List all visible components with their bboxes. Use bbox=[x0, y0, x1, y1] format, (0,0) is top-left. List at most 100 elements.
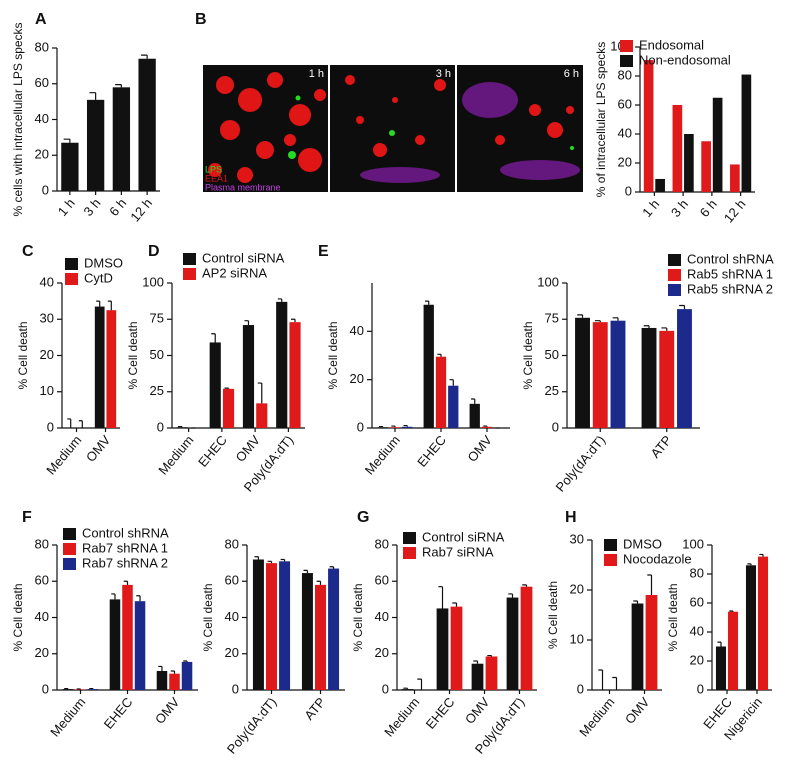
bar bbox=[266, 563, 277, 690]
bar bbox=[481, 426, 493, 428]
time-label: 1 h bbox=[309, 68, 324, 80]
bar bbox=[436, 608, 449, 690]
bar bbox=[645, 595, 658, 690]
bar bbox=[575, 317, 590, 428]
error-bar bbox=[594, 320, 601, 323]
error-bar bbox=[661, 327, 668, 331]
error-bar bbox=[123, 580, 129, 585]
bar bbox=[181, 661, 193, 690]
x-tick-label: OMV bbox=[464, 432, 495, 465]
y-axis-label: % cells with intracellular LPS specks bbox=[11, 22, 25, 216]
error-bar bbox=[89, 92, 97, 100]
y-axis-label: % Cell death bbox=[201, 583, 215, 651]
error-bar bbox=[417, 678, 423, 690]
error-bar bbox=[140, 54, 148, 59]
y-tick-label: 75 bbox=[545, 311, 559, 326]
y-tick-label: 0 bbox=[697, 681, 704, 696]
error-bar bbox=[717, 641, 722, 647]
y-tick-label: 20 bbox=[618, 154, 632, 169]
bar bbox=[377, 427, 388, 428]
error-bar bbox=[277, 298, 283, 302]
error-bar bbox=[598, 669, 604, 690]
bar bbox=[757, 556, 769, 690]
legend-label: DMSO bbox=[623, 536, 662, 551]
error-bar bbox=[391, 425, 396, 428]
bar bbox=[134, 601, 146, 690]
legend-swatch bbox=[403, 532, 416, 544]
error-bar bbox=[729, 610, 734, 612]
bar bbox=[109, 599, 121, 690]
y-axis-label: % Cell death bbox=[126, 321, 140, 389]
y-tick-label: 100 bbox=[537, 274, 559, 289]
error-bar bbox=[224, 387, 230, 389]
error-bar bbox=[89, 687, 94, 690]
bar bbox=[423, 304, 434, 428]
y-axis-label: % Cell death bbox=[16, 321, 30, 389]
panel-letter: A bbox=[35, 11, 47, 28]
x-tick-label: 1 h bbox=[639, 196, 662, 219]
legend-label: Rab7 shRNA 1 bbox=[82, 540, 168, 555]
x-tick-label: OMV bbox=[622, 694, 653, 727]
bar bbox=[315, 584, 326, 690]
y-axis-label: % Cell death bbox=[11, 583, 25, 651]
legend-label: Control shRNA bbox=[82, 525, 169, 540]
bar bbox=[677, 309, 692, 428]
bar bbox=[75, 689, 86, 690]
error-bar bbox=[487, 654, 493, 657]
bar bbox=[715, 646, 727, 690]
legend-label: Rab5 shRNA 1 bbox=[687, 266, 773, 281]
y-tick-label: 20 bbox=[40, 347, 54, 362]
y-tick-label: 40 bbox=[690, 623, 704, 638]
y-tick-label: 10 bbox=[40, 383, 54, 398]
error-bar bbox=[471, 398, 476, 404]
y-tick-label: 40 bbox=[618, 125, 632, 140]
x-tick-label: 6 h bbox=[106, 195, 129, 218]
x-tick-label: ATP bbox=[301, 694, 328, 722]
y-tick-label: 30 bbox=[40, 311, 54, 326]
legend-label: DMSO bbox=[84, 255, 123, 270]
bar bbox=[631, 603, 644, 690]
legend-label: Rab7 siRNA bbox=[422, 544, 494, 559]
y-tick-label: 25 bbox=[545, 383, 559, 398]
y-tick-label: 60 bbox=[690, 594, 704, 609]
y-tick-label: 0 bbox=[47, 419, 54, 434]
error-bar bbox=[254, 556, 260, 560]
error-bar bbox=[170, 670, 176, 674]
error-bar bbox=[158, 665, 163, 671]
error-bar bbox=[183, 660, 188, 662]
bar bbox=[435, 356, 447, 428]
bar bbox=[745, 565, 757, 690]
x-tick-label: OMV bbox=[462, 694, 493, 727]
bar bbox=[448, 385, 459, 428]
legend-swatch bbox=[183, 253, 196, 265]
bar bbox=[610, 320, 626, 428]
x-tick-label: 3 h bbox=[668, 196, 691, 219]
error-bar bbox=[267, 560, 273, 564]
error-bar bbox=[329, 566, 335, 569]
bar bbox=[641, 327, 657, 428]
error-bar bbox=[403, 424, 408, 427]
bar bbox=[256, 403, 268, 428]
bar bbox=[209, 342, 221, 428]
y-tick-label: 80 bbox=[225, 536, 239, 551]
bar bbox=[469, 403, 480, 428]
error-bar bbox=[291, 318, 296, 323]
legend-swatch bbox=[668, 254, 681, 266]
y-tick-label: 20 bbox=[690, 652, 704, 667]
bar bbox=[592, 322, 608, 428]
error-bar bbox=[679, 304, 686, 310]
bar bbox=[112, 87, 131, 191]
micrograph: B 1 h 3 h 6 h LPS EEA1 Plasma membrane bbox=[195, 11, 583, 192]
x-tick-label: Medium bbox=[47, 694, 88, 739]
legend-label: Control siRNA bbox=[422, 529, 505, 544]
error-bar bbox=[177, 425, 183, 428]
y-tick-label: 60 bbox=[375, 573, 389, 588]
y-axis-label: % Cell death bbox=[351, 583, 365, 651]
bar bbox=[520, 586, 533, 690]
error-bar bbox=[483, 425, 488, 427]
y-tick-label: 100 bbox=[142, 274, 164, 289]
error-bar bbox=[403, 687, 409, 690]
y-tick-label: 40 bbox=[35, 609, 49, 624]
error-bar bbox=[76, 688, 82, 690]
